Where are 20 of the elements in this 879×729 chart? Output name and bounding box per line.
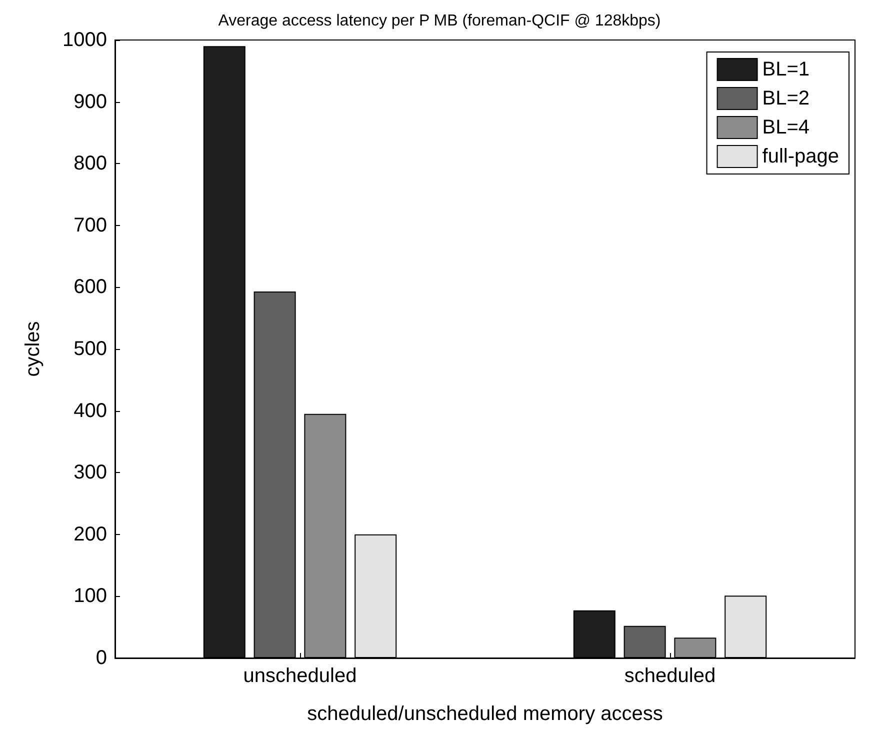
y-tick-label: 900: [74, 90, 107, 113]
y-tick-label: 300: [74, 462, 107, 484]
legend-label: full-page: [762, 146, 839, 168]
legend-label: BL=1: [762, 58, 810, 80]
y-tick-label: 800: [74, 152, 107, 175]
y-tick-label: 100: [74, 585, 107, 608]
x-tick-label: unscheduled: [243, 665, 357, 687]
y-tick-label: 400: [74, 400, 107, 422]
legend-label: BL=4: [762, 116, 810, 138]
y-axis-title: cycles: [22, 321, 44, 377]
chart-title: Average access latency per P MB (foreman-QCIF @ 128kbps): [218, 12, 661, 30]
y-tick-label: 600: [74, 276, 107, 298]
y-tick-label: 700: [74, 214, 107, 236]
x-axis-title: scheduled/unscheduled memory access: [307, 703, 663, 725]
y-tick-label: 200: [74, 523, 107, 546]
x-tick-label: scheduled: [624, 665, 716, 687]
y-tick-label: 500: [74, 338, 107, 360]
legend-label: BL=2: [762, 88, 810, 110]
y-tick-label: 0: [96, 647, 107, 669]
y-tick-label: 1000: [62, 29, 107, 51]
